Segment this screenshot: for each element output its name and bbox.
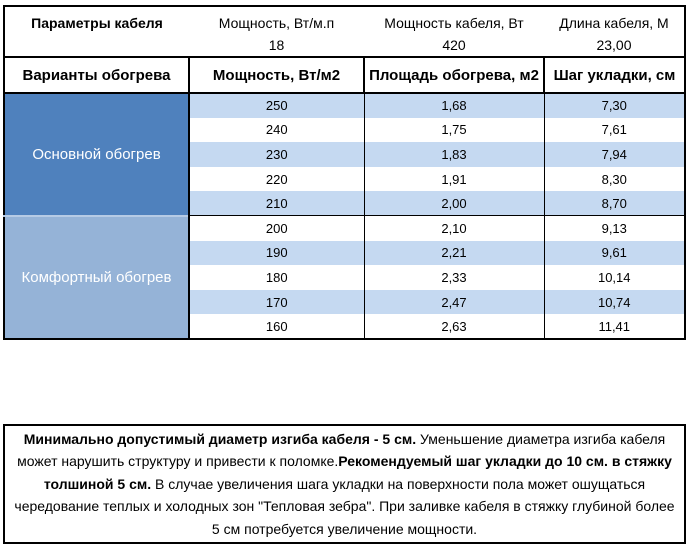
data-cell: 1,75 (363, 117, 544, 143)
column-header-power: Мощность, Вт/м2 (188, 56, 365, 94)
data-cell: 240 (188, 117, 364, 143)
table-row: 180 2,33 10,14 (4, 265, 685, 290)
params-label-row: Параметры кабеля Мощность, Вт/м.п Мощнос… (4, 6, 685, 34)
param-value-cable-power: 420 (442, 37, 466, 53)
data-cell: 200 (188, 215, 364, 241)
data-cell: 2,33 (363, 265, 544, 290)
data-cell: 9,61 (543, 240, 685, 266)
params-empty-cell (4, 34, 189, 57)
table-row: 210 2,00 8,70 (4, 191, 685, 216)
table-row: 160 2,63 11,41 (4, 314, 685, 339)
data-cell: 250 (188, 93, 364, 118)
data-cell: 7,94 (543, 142, 685, 167)
heating-table-body: Основной обогрев 250 1,68 7,30 240 1,75 7,61 23… (4, 93, 685, 339)
data-cell: 1,91 (363, 166, 544, 192)
data-cell: 10,14 (543, 265, 685, 290)
data-cell: 8,70 (543, 191, 685, 216)
table-row: Комфортный обогрев 200 2,10 9,13 (4, 214, 685, 339)
column-header-spacing: Шаг укладки, см (543, 56, 686, 94)
data-cell: 220 (188, 166, 364, 192)
heating-table: Параметры кабеля Мощность, Вт/м.п Мощнос… (3, 5, 686, 340)
data-cell: 230 (188, 142, 364, 167)
data-cell: 210 (188, 191, 364, 216)
params-title: Параметры кабеля (31, 15, 163, 31)
table-row: 190 2,21 9,61 (4, 240, 685, 266)
data-cell: 1,83 (363, 142, 544, 167)
data-cell: 9,13 (543, 215, 685, 241)
section-label: Основной обогрев (4, 93, 190, 216)
note-box: Минимально допустимый диаметр изгиба каб… (3, 424, 686, 544)
param-label-power-per-m: Мощность, Вт/м.п (218, 15, 335, 31)
table-row: 220 1,91 8,30 (4, 166, 685, 192)
param-value-power-per-m: 18 (268, 37, 285, 53)
data-cell: 190 (188, 240, 364, 266)
data-cell: 2,00 (363, 191, 544, 216)
table-row: 240 1,75 7,61 (4, 117, 685, 143)
data-cell: 11,41 (543, 314, 685, 339)
param-label-cable-length: Длина кабеля, М (559, 15, 669, 31)
table-row: 170 2,47 10,74 (4, 289, 685, 315)
data-cell: 160 (188, 314, 364, 339)
data-cell: 2,47 (363, 289, 544, 315)
params-value-row: 18 420 23,00 (4, 34, 685, 57)
data-cell: 8,30 (543, 166, 685, 192)
section-label: Комфортный обогрев (4, 214, 190, 339)
data-cell: 2,21 (363, 240, 544, 266)
data-cell: 1,68 (363, 93, 544, 118)
param-value-cable-length: 23,00 (596, 37, 632, 53)
table-row: 230 1,83 7,94 (4, 142, 685, 167)
column-header-variants: Варианты обогрева (3, 56, 190, 94)
data-cell: 10,74 (543, 289, 685, 315)
data-cell: 170 (188, 289, 364, 315)
param-label-cable-power: Мощность кабеля, Вт (384, 15, 524, 31)
data-cell: 7,61 (543, 117, 685, 143)
table-row: Основной обогрев 250 1,68 7,30 (4, 93, 685, 216)
column-header-area: Площадь обогрева, м2 (363, 56, 545, 94)
data-cell: 7,30 (543, 93, 685, 118)
data-cell: 180 (188, 265, 364, 290)
data-cell: 2,63 (363, 314, 544, 339)
data-cell: 2,10 (363, 215, 544, 241)
note-text: Минимально допустимый диаметр изгиба каб… (14, 430, 675, 537)
table-header-row: Варианты обогрева Мощность, Вт/м2 Площад… (3, 56, 686, 94)
